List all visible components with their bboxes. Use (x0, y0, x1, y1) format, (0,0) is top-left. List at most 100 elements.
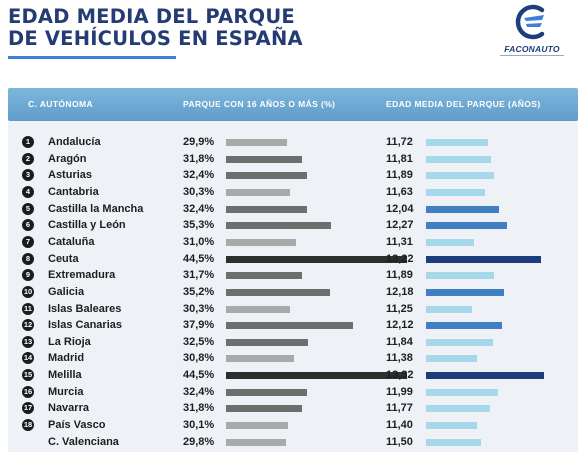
age-bar (426, 388, 498, 396)
rank-badge: 10 (22, 285, 34, 298)
age-value-label: 11,63 (386, 185, 413, 198)
pct-bar (226, 205, 308, 213)
logo-text: FACONAUTO (504, 44, 560, 54)
age-value-label: 11,77 (386, 402, 413, 415)
pct-value-label: 29,9% (183, 136, 215, 148)
community-name: Extremadura (48, 269, 116, 282)
age-value-label: 13,22 (386, 252, 414, 265)
community-name: Murcia (48, 385, 84, 398)
logo-rule (500, 55, 564, 56)
column-header-age: EDAD MEDIA DEL PARQUE (AÑOS) (386, 99, 541, 109)
community-name: Madrid (48, 352, 85, 365)
pct-bar (226, 238, 296, 246)
column-header-pct: PARQUE CON 16 AÑOS O MÁS (%) (183, 99, 336, 109)
pct-value-label: 30,3% (183, 185, 215, 198)
table-row: 6 Castilla y León 35,3% 12,27 (8, 217, 578, 234)
age-value-label: 11,50 (386, 435, 413, 448)
table-row: 4 Cantabria 30,3% 11,63 (8, 184, 578, 201)
pct-value-label: 29,8% (183, 435, 215, 448)
pct-bar (226, 305, 291, 313)
pct-value-label: 32,4% (183, 385, 215, 398)
rank-badge: 12 (22, 319, 34, 332)
age-value-label: 11,72 (386, 136, 413, 148)
community-name: País Vasco (48, 419, 106, 432)
data-table: C. AUTÓNOMA PARQUE CON 16 AÑOS O MÁS (%)… (8, 88, 578, 452)
table-row: 17 Navarra 31,8% 11,77 (8, 400, 578, 417)
pct-bar (226, 438, 286, 446)
pct-value-label: 31,8% (183, 402, 215, 415)
pct-value-label: 37,9% (183, 319, 215, 332)
rank-badge: 6 (22, 219, 34, 232)
pct-bar (226, 255, 407, 263)
age-bar (426, 272, 495, 280)
table-row: 3 Asturias 32,4% 11,89 (8, 167, 578, 184)
title-underline (8, 56, 176, 59)
age-value-label: 11,89 (386, 269, 413, 282)
table-row: 11 Islas Baleares 30,3% 11,25 (8, 301, 578, 318)
community-name: Melilla (48, 369, 82, 382)
page-title: EDAD MEDIA DEL PARQUE DE VEHÍCULOS EN ES… (8, 6, 338, 50)
rank-badge: 3 (22, 169, 34, 182)
age-bar (426, 238, 475, 246)
pct-value-label: 30,8% (183, 352, 215, 365)
community-name: Cantabria (48, 185, 99, 198)
age-bar (426, 355, 477, 363)
age-bar (426, 438, 481, 446)
age-value-label: 12,12 (386, 319, 414, 332)
rank-badge: 11 (22, 302, 34, 315)
table-row: 18 País Vasco 30,1% 11,40 (8, 417, 578, 434)
pct-bar (226, 372, 407, 380)
pct-bar (226, 172, 308, 180)
age-bar (426, 422, 478, 430)
faconauto-logo: FACONAUTO (494, 4, 570, 62)
pct-bar (226, 405, 303, 413)
pct-bar (226, 355, 295, 363)
age-bar (426, 338, 493, 346)
community-name: Navarra (48, 402, 89, 415)
table-row: 16 Murcia 32,4% 11,99 (8, 384, 578, 401)
pct-bar (226, 338, 309, 346)
rank-badge: 14 (22, 352, 34, 365)
table-row: 13 La Rioja 32,5% 11,84 (8, 334, 578, 351)
rank-badge: 5 (22, 202, 34, 215)
pct-bar (226, 422, 289, 430)
pct-value-label: 32,4% (183, 169, 215, 182)
community-name: Islas Canarias (48, 319, 122, 332)
rank-badge: 16 (22, 385, 34, 398)
age-value-label: 12,18 (386, 285, 414, 298)
title-line-1: EDAD MEDIA DEL PARQUE (8, 5, 295, 28)
age-bar (426, 255, 541, 263)
age-value-label: 11,31 (386, 235, 413, 248)
pct-value-label: 35,2% (183, 285, 215, 298)
age-bar (426, 139, 489, 146)
community-name: Aragón (48, 152, 87, 165)
age-value-label: 11,40 (386, 419, 413, 432)
age-value-label: 12,27 (386, 219, 414, 232)
pct-value-label: 31,0% (183, 235, 215, 248)
community-name: Islas Baleares (48, 302, 122, 315)
table-row: 10 Galicia 35,2% 12,18 (8, 284, 578, 301)
rank-badge: 17 (22, 402, 34, 415)
title-line-2: DE VEHÍCULOS EN ESPAÑA (8, 27, 303, 50)
rank-badge: 15 (22, 369, 34, 382)
faconauto-logo-icon (515, 4, 545, 40)
age-bar (426, 288, 505, 296)
community-name: Andalucía (48, 136, 101, 148)
age-bar (426, 322, 503, 330)
pct-value-label: 35,3% (183, 219, 215, 232)
rank-badge: 4 (22, 185, 34, 198)
rank-badge: 9 (22, 269, 34, 282)
rank-badge: 13 (22, 335, 34, 348)
table-row: 7 Cataluña 31,0% 11,31 (8, 234, 578, 251)
pct-value-label: 31,7% (183, 269, 215, 282)
age-value-label: 11,81 (386, 152, 413, 165)
community-name: Ceuta (48, 252, 79, 265)
rank-badge: 8 (22, 252, 34, 265)
table-row: 2 Aragón 31,8% 11,81 (8, 151, 578, 168)
table-row: 14 Madrid 30,8% 11,38 (8, 350, 578, 367)
community-name: Castilla la Mancha (48, 202, 144, 215)
age-value-label: 11,89 (386, 169, 413, 182)
rank-badge: 7 (22, 235, 34, 248)
age-bar (426, 305, 472, 313)
pct-value-label: 31,8% (183, 152, 215, 165)
